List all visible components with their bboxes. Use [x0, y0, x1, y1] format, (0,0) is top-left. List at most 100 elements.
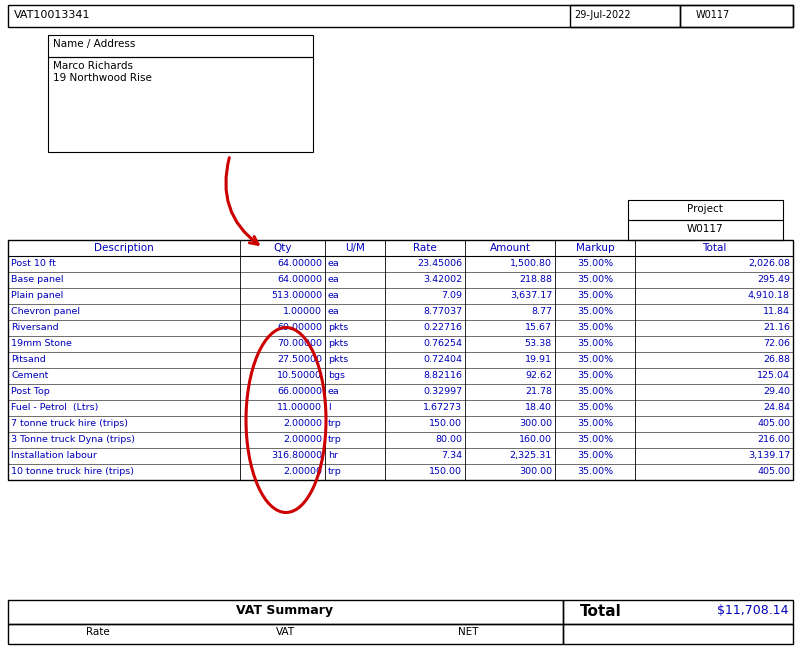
Text: 295.49: 295.49	[757, 275, 790, 284]
Text: 8.82116: 8.82116	[423, 371, 462, 380]
Text: 35.00%: 35.00%	[577, 355, 613, 364]
Text: 405.00: 405.00	[757, 467, 790, 476]
Text: 513.00000: 513.00000	[271, 291, 322, 300]
Text: 300.00: 300.00	[519, 467, 552, 476]
Text: 2,026.08: 2,026.08	[748, 259, 790, 268]
Text: ea: ea	[328, 307, 340, 316]
Text: 72.06: 72.06	[763, 339, 790, 348]
Text: 316.80000: 316.80000	[271, 451, 322, 460]
Text: 35.00%: 35.00%	[577, 467, 613, 476]
Text: VAT10013341: VAT10013341	[14, 10, 91, 20]
Text: Installation labour: Installation labour	[11, 451, 97, 460]
Text: 29-Jul-2022: 29-Jul-2022	[574, 10, 630, 20]
Text: Rate: Rate	[87, 627, 110, 637]
Text: trp: trp	[328, 467, 342, 476]
Text: pkts: pkts	[328, 355, 348, 364]
Text: 2.00000: 2.00000	[283, 419, 322, 428]
Text: 2,325.31: 2,325.31	[509, 451, 552, 460]
Text: 53.38: 53.38	[525, 339, 552, 348]
Text: Marco Richards: Marco Richards	[53, 61, 133, 71]
Text: 69.00000: 69.00000	[277, 323, 322, 332]
Text: 29.40: 29.40	[763, 387, 790, 396]
Text: 35.00%: 35.00%	[577, 259, 613, 268]
Text: Description: Description	[95, 243, 154, 253]
Bar	[48, 35, 313, 57]
Text: 64.00000: 64.00000	[277, 259, 322, 268]
Text: 35.00%: 35.00%	[577, 307, 613, 316]
Text: Amount: Amount	[489, 243, 530, 253]
Text: Rate: Rate	[413, 243, 437, 253]
Text: bgs: bgs	[328, 371, 345, 380]
Text: trp: trp	[328, 419, 342, 428]
Text: 3,637.17: 3,637.17	[509, 291, 552, 300]
Text: 66.00000: 66.00000	[277, 387, 322, 396]
Text: ea: ea	[328, 259, 340, 268]
Text: 8.77037: 8.77037	[423, 307, 462, 316]
Text: 70.00000: 70.00000	[277, 339, 322, 348]
Text: 23.45006: 23.45006	[417, 259, 462, 268]
Text: Base panel: Base panel	[11, 275, 63, 284]
Text: 1.00000: 1.00000	[283, 307, 322, 316]
Text: 1,500.80: 1,500.80	[510, 259, 552, 268]
Text: 7.09: 7.09	[441, 291, 462, 300]
Text: ea: ea	[328, 291, 340, 300]
Text: 35.00%: 35.00%	[577, 435, 613, 444]
Text: 92.62: 92.62	[525, 371, 552, 380]
Text: 2.00000: 2.00000	[283, 435, 322, 444]
Text: 21.16: 21.16	[763, 323, 790, 332]
Text: Post Top: Post Top	[11, 387, 50, 396]
Text: 35.00%: 35.00%	[577, 419, 613, 428]
Text: Fuel - Petrol  (Ltrs): Fuel - Petrol (Ltrs)	[11, 403, 99, 412]
Text: Name / Address: Name / Address	[53, 39, 135, 49]
Text: Qty: Qty	[273, 243, 292, 253]
Text: Cement: Cement	[11, 371, 48, 380]
Text: 7 tonne truck hire (trips): 7 tonne truck hire (trips)	[11, 419, 128, 428]
Bar	[8, 600, 563, 624]
Text: 0.72404: 0.72404	[423, 355, 462, 364]
Text: 11.00000: 11.00000	[277, 403, 322, 412]
Text: 1.67273: 1.67273	[423, 403, 462, 412]
Text: 35.00%: 35.00%	[577, 291, 613, 300]
Bar	[628, 200, 783, 220]
Text: 125.04: 125.04	[757, 371, 790, 380]
Text: 35.00%: 35.00%	[577, 339, 613, 348]
Text: NET: NET	[457, 627, 478, 637]
Bar	[628, 220, 783, 240]
Text: Riversand: Riversand	[11, 323, 58, 332]
Text: 26.88: 26.88	[763, 355, 790, 364]
Text: Project: Project	[687, 204, 723, 214]
Text: 405.00: 405.00	[757, 419, 790, 428]
Text: 35.00%: 35.00%	[577, 275, 613, 284]
Text: 19 Northwood Rise: 19 Northwood Rise	[53, 73, 152, 83]
Text: 0.32997: 0.32997	[423, 387, 462, 396]
Bar	[680, 5, 793, 27]
Text: VAT: VAT	[276, 627, 295, 637]
Text: 3.42002: 3.42002	[423, 275, 462, 284]
Text: 3,139.17: 3,139.17	[748, 451, 790, 460]
Text: 0.22716: 0.22716	[423, 323, 462, 332]
Text: 18.40: 18.40	[525, 403, 552, 412]
Text: 150.00: 150.00	[429, 419, 462, 428]
Text: 27.50000: 27.50000	[277, 355, 322, 364]
Text: 35.00%: 35.00%	[577, 451, 613, 460]
Text: Chevron panel: Chevron panel	[11, 307, 80, 316]
Text: 8.77: 8.77	[531, 307, 552, 316]
Text: l: l	[328, 403, 331, 412]
Text: 35.00%: 35.00%	[577, 403, 613, 412]
Text: 35.00%: 35.00%	[577, 387, 613, 396]
Text: pkts: pkts	[328, 339, 348, 348]
Text: W0117: W0117	[686, 224, 723, 234]
Text: 0.76254: 0.76254	[423, 339, 462, 348]
Text: 216.00: 216.00	[757, 435, 790, 444]
Text: 15.67: 15.67	[525, 323, 552, 332]
Text: 2.00000: 2.00000	[283, 467, 322, 476]
Text: 218.88: 218.88	[519, 275, 552, 284]
Bar	[48, 57, 313, 152]
Text: 64.00000: 64.00000	[277, 275, 322, 284]
Text: VAT Summary: VAT Summary	[236, 604, 333, 617]
Text: 35.00%: 35.00%	[577, 371, 613, 380]
Text: 21.78: 21.78	[525, 387, 552, 396]
Text: ea: ea	[328, 275, 340, 284]
Text: 35.00%: 35.00%	[577, 323, 613, 332]
Text: W0117: W0117	[696, 10, 731, 20]
